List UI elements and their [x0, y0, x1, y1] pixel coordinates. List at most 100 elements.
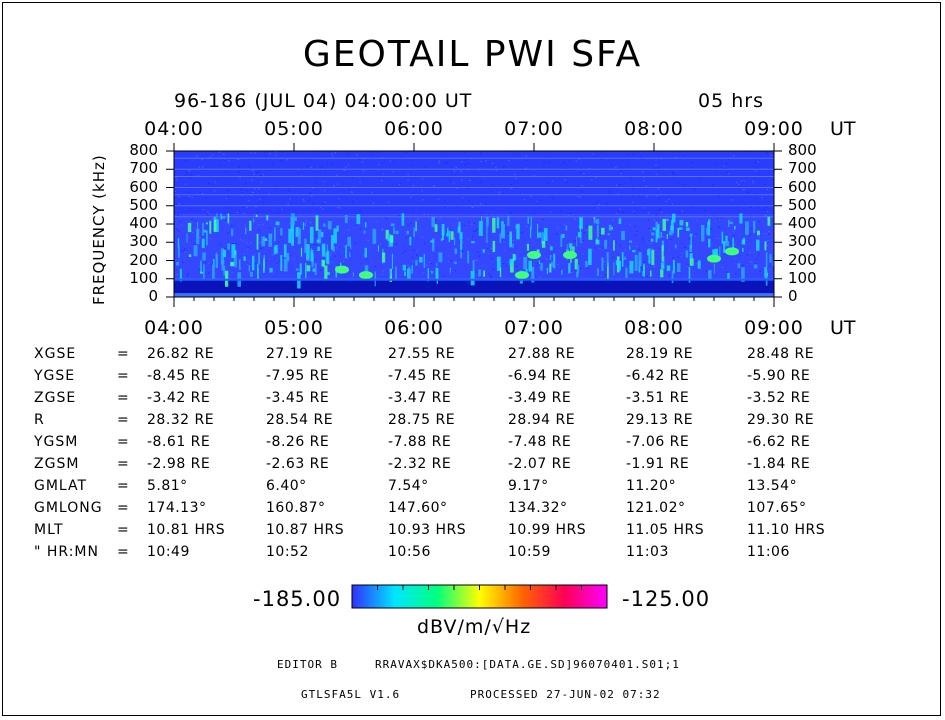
noise-speck [717, 251, 720, 253]
emission-patch [258, 252, 261, 265]
noise-speck [183, 251, 186, 253]
ephemeris-value: 107.65° [747, 500, 807, 516]
emission-patch [201, 238, 205, 249]
emission-patch [215, 254, 218, 268]
emission-patch [381, 228, 384, 231]
emission-patch [363, 230, 366, 234]
emission-patch [364, 247, 367, 258]
emission-patch [647, 249, 650, 256]
noise-speck [392, 171, 395, 173]
colorbar-min-label: -185.00 [253, 587, 342, 611]
noise-speck [595, 176, 597, 178]
noise-speck [552, 197, 554, 199]
noise-speck [758, 236, 760, 238]
noise-speck [559, 164, 561, 166]
emission-patch [546, 268, 549, 274]
emission-patch [390, 269, 392, 276]
noise-speck [184, 174, 187, 175]
emission-patch [391, 253, 393, 269]
noise-speck [392, 161, 395, 163]
noise-speck [727, 173, 730, 175]
emission-patch [739, 213, 743, 224]
noise-speck [508, 160, 510, 162]
noise-speck [344, 255, 346, 257]
bottom-time-tick-label: 08:00 [624, 317, 684, 339]
ephemeris-label: ZGSM [34, 456, 80, 472]
emission-patch [415, 259, 418, 266]
noise-speck [229, 213, 232, 215]
noise-speck [387, 201, 390, 203]
noise-speck [252, 170, 254, 172]
ephemeris-value: 28.54 RE [266, 412, 334, 428]
noise-speck [694, 188, 696, 190]
noise-speck [471, 223, 473, 225]
emission-patch [541, 232, 545, 244]
noise-speck [600, 275, 602, 277]
noise-speck [202, 209, 204, 211]
ephemeris-value: 13.54° [747, 478, 798, 494]
ephemeris-value: -1.84 RE [747, 456, 811, 472]
emission-patch [541, 241, 546, 248]
noise-speck [246, 264, 248, 266]
noise-speck [683, 154, 686, 156]
noise-speck [389, 160, 392, 162]
noise-speck [756, 197, 758, 199]
emission-patch [291, 213, 295, 226]
noise-speck [632, 210, 635, 212]
noise-speck [303, 200, 305, 202]
noise-speck [199, 268, 201, 270]
noise-speck [254, 253, 256, 255]
noise-speck [747, 191, 749, 193]
ephemeris-value: 5.81° [147, 478, 188, 494]
noise-speck [505, 227, 507, 229]
noise-speck [248, 260, 250, 262]
emission-patch [593, 219, 596, 223]
emission-patch [460, 239, 463, 251]
noise-speck [361, 161, 364, 163]
noise-speck [658, 247, 660, 249]
noise-speck [311, 153, 313, 155]
ephemeris-label: R [34, 412, 45, 428]
noise-speck [691, 162, 693, 164]
noise-speck [647, 219, 649, 221]
noise-speck [445, 162, 448, 164]
noise-speck [464, 164, 467, 166]
emission-patch [629, 260, 634, 274]
emission-patch [482, 249, 485, 253]
noise-speck [502, 218, 504, 220]
noise-speck [574, 240, 577, 242]
noise-speck [245, 182, 247, 184]
noise-speck [251, 179, 254, 181]
y-tick-label-right: 400 [788, 214, 817, 232]
noise-speck [591, 177, 593, 179]
noise-speck [225, 177, 228, 179]
emission-patch [327, 221, 332, 230]
noise-speck [599, 248, 601, 250]
noise-speck [758, 173, 761, 175]
emission-patch [608, 224, 612, 231]
noise-speck [491, 162, 494, 164]
emission-patch [528, 260, 532, 272]
noise-speck [710, 228, 712, 230]
noise-speck [250, 242, 252, 244]
noise-speck [207, 214, 209, 216]
noise-speck [583, 232, 585, 234]
noise-speck [656, 195, 658, 197]
emission-patch [613, 262, 615, 276]
noise-speck [455, 269, 458, 271]
emission-patch [765, 252, 768, 269]
noise-speck [331, 228, 333, 230]
emission-patch [300, 247, 303, 257]
noise-speck [741, 189, 744, 191]
noise-speck [439, 217, 441, 219]
noise-speck [180, 250, 183, 252]
noise-speck [653, 266, 655, 268]
noise-speck [450, 260, 452, 261]
noise-speck [354, 242, 356, 244]
noise-speck [575, 160, 578, 162]
noise-speck [353, 186, 355, 188]
emission-patch [721, 231, 724, 244]
noise-speck [274, 185, 276, 187]
emission-patch [314, 263, 317, 276]
emission-patch [525, 268, 528, 275]
